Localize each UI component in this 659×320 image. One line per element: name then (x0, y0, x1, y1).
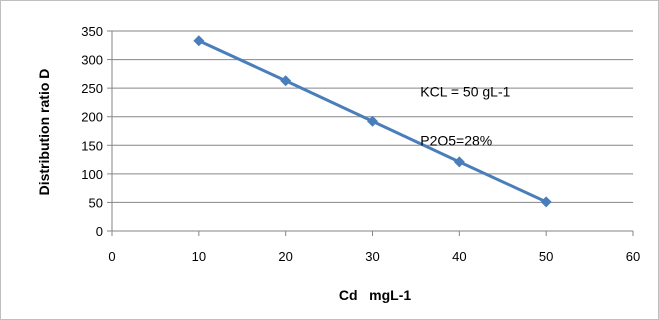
data-point-marker (367, 115, 378, 127)
annotations: KCL = 50 gL-1 P2O5=28% (420, 84, 510, 149)
y-tick-label: 200 (81, 110, 103, 125)
x-axis-title: Cd mgL-1 (339, 287, 412, 303)
annotation-label: KCL = 50 gL-1 (420, 84, 510, 100)
y-tick-label: 250 (81, 81, 103, 96)
data-point-marker (193, 35, 205, 47)
x-tick-label: 20 (278, 249, 292, 264)
x-tick-label: 40 (452, 249, 466, 264)
data-point-marker (453, 156, 465, 168)
x-tick-label: 50 (539, 249, 553, 264)
y-tick-label: 100 (81, 167, 103, 182)
y-tick-label: 150 (81, 138, 103, 153)
y-tick-label: 350 (81, 24, 103, 39)
y-axis-ticks: 0 50 100 150 200 250 300 350 (81, 24, 112, 239)
series-layer (193, 35, 552, 208)
y-tick-label: 0 (96, 224, 103, 239)
y-tick-label: 300 (81, 53, 103, 68)
x-tick-label: 10 (192, 249, 206, 264)
annotation-label: P2O5=28% (420, 132, 492, 148)
data-point-marker (280, 75, 292, 87)
x-axis-ticks: 0 10 20 30 40 50 60 (108, 231, 640, 264)
y-tick-label: 50 (89, 195, 103, 210)
data-point-marker (540, 196, 552, 208)
x-tick-label: 30 (365, 249, 379, 264)
y-axis-title: Distribution ratio D (36, 69, 52, 196)
x-tick-label: 60 (626, 249, 640, 264)
x-tick-label: 0 (108, 249, 115, 264)
